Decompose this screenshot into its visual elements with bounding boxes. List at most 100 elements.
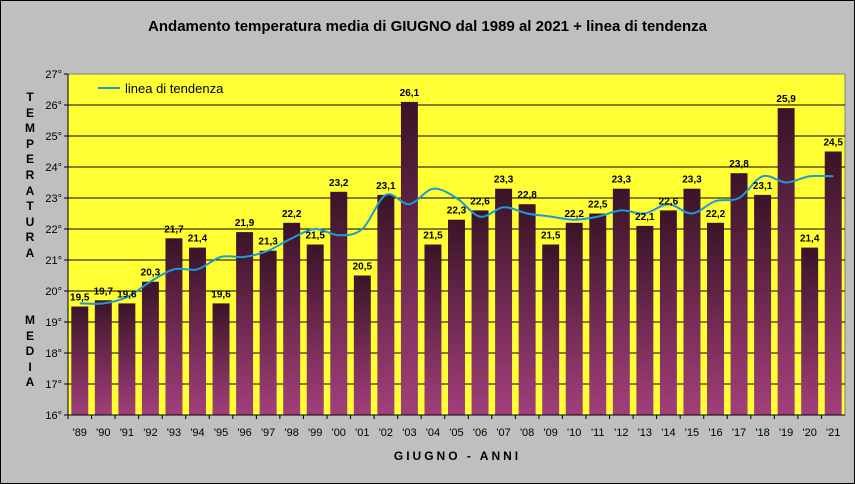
data-labels: 19,519,7 19,620,321,721,419,621,921,322,2… (70, 88, 843, 304)
data-label: 19,5 (70, 293, 90, 304)
data-label: 23,3 (612, 175, 632, 186)
bar (189, 247, 206, 415)
data-label: 22,3 (447, 206, 467, 217)
bar (306, 244, 324, 415)
y-tick-label: 25° (45, 131, 62, 143)
x-tick-label: '97 (261, 427, 275, 439)
x-tick-label: '12 (614, 427, 628, 439)
data-label: 23,1 (753, 181, 773, 192)
x-tick-label: '89 (73, 427, 87, 439)
data-label: 26,1 (400, 88, 420, 99)
x-tick-label: '19 (779, 427, 793, 439)
bar (754, 194, 772, 415)
bars (71, 101, 842, 416)
bar (330, 191, 348, 415)
bar (659, 210, 677, 415)
data-label: 23,2 (329, 178, 349, 189)
bar (471, 210, 489, 415)
x-tick-label: '91 (120, 427, 134, 439)
data-label: 23,3 (682, 175, 702, 186)
y-tick-label: 18° (45, 348, 62, 360)
bar (236, 232, 254, 415)
x-tick-label: '14 (661, 427, 675, 439)
data-label: 21,4 (800, 234, 820, 245)
x-tick-label: '96 (237, 427, 251, 439)
bar (283, 222, 301, 415)
bar (589, 213, 607, 415)
y-tick-label: 27° (45, 69, 62, 81)
x-tick-label: '09 (544, 427, 558, 439)
bar (424, 244, 442, 415)
data-label: 21,9 (235, 218, 255, 229)
data-label: 22,2 (282, 209, 302, 220)
bar (94, 300, 112, 415)
y-tick-label: 23° (45, 193, 62, 205)
y-tick-label: 24° (45, 162, 62, 174)
data-label: 19,6 (117, 289, 137, 300)
x-tick-label: '06 (473, 427, 487, 439)
bar (259, 250, 277, 415)
data-label: 25,9 (776, 94, 796, 105)
data-label: 22,2 (706, 209, 726, 220)
bar (683, 188, 701, 415)
x-tick-label: '95 (214, 427, 228, 439)
data-label: 20,3 (141, 268, 161, 279)
bar (636, 225, 654, 415)
data-label: 22,8 (517, 190, 537, 201)
data-label: 24,5 (823, 138, 843, 149)
x-tick-label: '02 (379, 427, 393, 439)
x-tick-label: '04 (426, 427, 440, 439)
data-label: 23,8 (729, 159, 749, 170)
trend-line-layer (79, 174, 834, 305)
x-tick-label: '03 (402, 427, 416, 439)
trend-line (79, 174, 834, 305)
x-tick-label: '94 (190, 427, 204, 439)
bar (495, 188, 513, 415)
data-label: 19,7 (94, 286, 114, 297)
y-axis-label-bottom: M E D I A (25, 313, 35, 390)
y-tick-label: 19° (45, 317, 62, 329)
x-tick-label: '18 (755, 427, 769, 439)
data-label: 22,6 (470, 196, 490, 207)
data-label: 21,7 (164, 224, 184, 235)
bar (730, 173, 748, 415)
data-label: 23,1 (376, 181, 396, 192)
data-label: 21,4 (188, 234, 208, 245)
x-tick-label: '07 (496, 427, 510, 439)
bar (824, 151, 842, 415)
x-tick-label: '13 (638, 427, 652, 439)
y-tick-label: 17° (45, 379, 62, 391)
y-tick-label: 21° (45, 255, 62, 267)
x-tick-label: '11 (591, 427, 605, 439)
y-tick-label: 16° (45, 410, 62, 422)
bar (448, 219, 465, 415)
data-label: 21,5 (305, 231, 325, 242)
data-label: 23,3 (494, 175, 514, 186)
data-label: 19,6 (211, 289, 231, 300)
x-tick-label: '98 (285, 427, 299, 439)
bar (353, 275, 371, 415)
bar (165, 238, 183, 415)
data-label: 22,1 (635, 212, 655, 223)
bar (141, 281, 159, 415)
data-label: 21,5 (423, 231, 443, 242)
bar (612, 188, 630, 415)
x-tick-label: '05 (449, 427, 463, 439)
bar (801, 247, 819, 415)
bar (212, 303, 230, 415)
data-label: 20,5 (353, 262, 373, 273)
bar (71, 306, 89, 415)
x-tick-label: '21 (826, 427, 840, 439)
bar (118, 303, 136, 415)
x-tick-label: '93 (167, 427, 181, 439)
data-label: 22,6 (659, 196, 679, 207)
y-axis-label-top: T E M P E R A T U R A (25, 90, 35, 260)
x-tick-label: '00 (332, 427, 346, 439)
bar (542, 244, 560, 415)
bar (777, 108, 795, 415)
x-axis-label: GIUGNO - ANNI (393, 449, 522, 463)
x-tick-label: '15 (685, 427, 699, 439)
x-tick-label: '01 (355, 427, 369, 439)
bar (518, 204, 536, 415)
